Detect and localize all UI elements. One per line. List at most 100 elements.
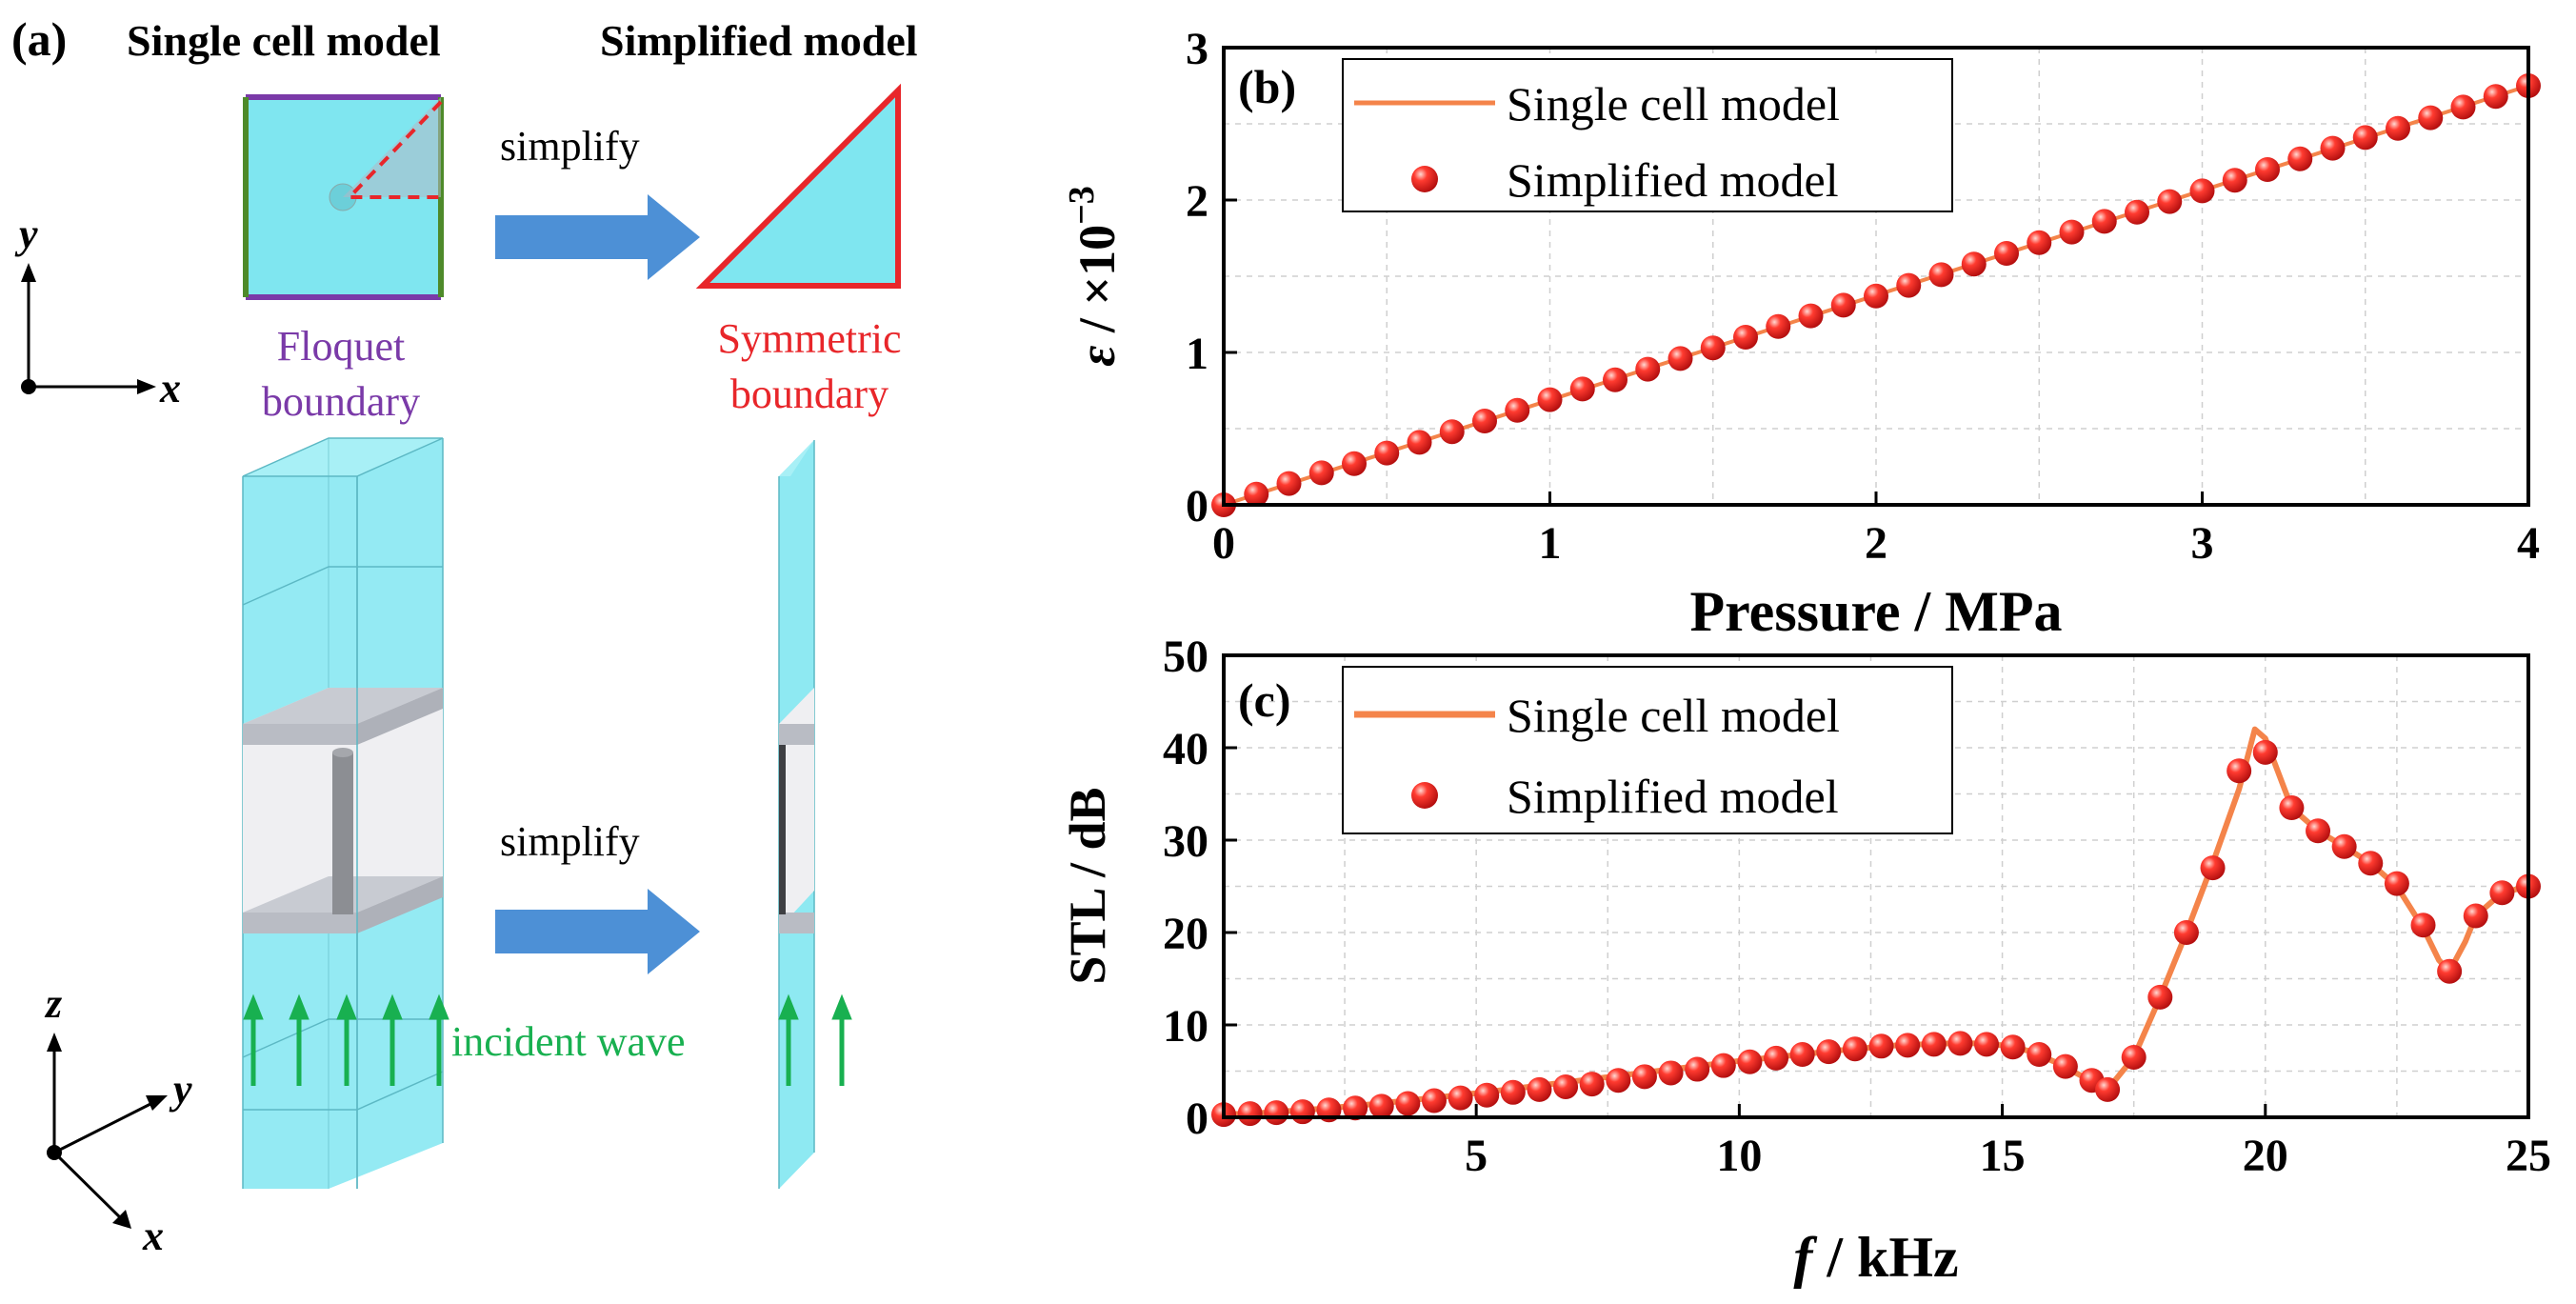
data-point [2386, 115, 2410, 141]
simplify-label-top: simplify [500, 123, 640, 170]
x-tick-label: 1 [1539, 518, 1562, 569]
data-point [1474, 1082, 1500, 1108]
data-point [1766, 313, 1791, 339]
x-tick-label: 25 [2506, 1131, 2551, 1181]
data-point [1276, 471, 1302, 496]
data-point [2279, 795, 2305, 821]
chart-b-legend-item-1: Single cell model [1507, 77, 1840, 130]
simplified-3d-model [778, 440, 815, 1189]
data-point [1308, 460, 1334, 486]
x-tick-label: 20 [2243, 1131, 2288, 1181]
chart-b-legend-item-2: Simplified model [1507, 153, 1839, 207]
data-point [1737, 1049, 1763, 1074]
y-tick-label: 40 [1163, 724, 1208, 774]
symmetric-label-line2: boundary [730, 371, 889, 417]
data-point [1500, 1079, 1526, 1105]
data-point [2437, 958, 2463, 984]
data-point [2352, 125, 2378, 150]
data-point [2320, 135, 2346, 161]
chart-c-xlabel: f / kHz [1793, 1226, 1958, 1289]
chart-b-legend: Single cell model Simplified model [1342, 58, 1953, 212]
data-point [1395, 1091, 1421, 1116]
simplify-label-bottom: simplify [500, 818, 640, 865]
x-tick-label: 2 [1865, 518, 1887, 569]
data-point [2000, 1034, 2026, 1060]
axis-z-label: z [44, 980, 62, 1027]
data-point [1921, 1032, 1947, 1057]
data-point [1368, 1093, 1394, 1119]
data-point [1342, 451, 1367, 476]
single-cell-title: Single cell model [127, 16, 441, 65]
data-point [1961, 251, 1987, 277]
data-point [1868, 1033, 1894, 1059]
data-point [1830, 292, 1856, 318]
chart-c-xlabel-unit: / kHz [1812, 1226, 1958, 1289]
data-point [2227, 758, 2252, 784]
data-point [2052, 1053, 2078, 1079]
data-point [1733, 325, 1758, 350]
x-tick-label: 4 [2517, 518, 2540, 569]
single-cell-3d-model [242, 437, 444, 1189]
data-point [1553, 1073, 1579, 1099]
chart-b: 0 1 2 3 4 0 1 2 3 (b) Single cell model Simplifi… [1062, 24, 2541, 643]
data-point [2200, 855, 2226, 881]
data-point [1798, 303, 1824, 329]
data-point [1789, 1042, 1815, 1068]
data-point [1631, 1064, 1657, 1090]
data-point [1895, 1033, 1921, 1058]
data-point [1421, 1088, 1447, 1113]
data-point [1537, 387, 1563, 412]
y-tick-label: 20 [1163, 909, 1208, 959]
data-point [1407, 430, 1432, 455]
chart-c-series [1211, 726, 2541, 1128]
y-tick-label: 10 [1163, 1001, 1208, 1052]
symmetric-label-line1: Symmetric [717, 315, 901, 362]
data-point [2121, 1044, 2147, 1070]
chart-b-ticks: 0 1 2 3 4 0 1 2 3 [1186, 24, 2540, 569]
chart-c-legend-marker-swatch [1411, 782, 1438, 809]
data-point [2384, 871, 2409, 896]
y-tick-label: 0 [1186, 1093, 1208, 1144]
data-point [1896, 272, 1922, 298]
y-tick-label: 30 [1163, 816, 1208, 867]
chart-b-xlabel: Pressure / MPa [1689, 580, 2062, 643]
data-point [1947, 1031, 1973, 1056]
chart-b-ylabel-unit: / ×10 [1068, 225, 1126, 346]
data-point [1667, 346, 1693, 371]
chart-b-ylabel-exp: −3 [1062, 186, 1102, 225]
data-point [1603, 367, 1627, 392]
chart-c-panel-label: (c) [1238, 673, 1291, 727]
data-point [1816, 1039, 1842, 1065]
data-point [1606, 1068, 1631, 1093]
x-tick-label: 0 [1212, 518, 1235, 569]
y-tick-label: 3 [1186, 24, 1208, 74]
y-tick-label: 1 [1186, 329, 1208, 379]
data-point [1264, 1100, 1289, 1126]
data-point [2125, 199, 2149, 225]
data-point [2222, 168, 2247, 193]
data-point [2189, 178, 2215, 204]
x-tick-label: 5 [1465, 1131, 1488, 1181]
chart-b-legend-marker-swatch [1411, 166, 1438, 192]
simplified-triangle [695, 83, 901, 289]
data-point [2418, 105, 2444, 130]
data-point [1994, 241, 2019, 266]
data-point [1527, 1076, 1552, 1102]
data-point [2095, 1076, 2121, 1102]
simplify-arrow-bottom [495, 889, 700, 974]
simplify-arrow-top [495, 194, 700, 280]
data-point [2483, 84, 2508, 110]
data-point [1472, 409, 1497, 433]
y-tick-label: 50 [1163, 632, 1208, 682]
data-point [1710, 1053, 1736, 1078]
floquet-label-line1: Floquet [277, 323, 405, 370]
data-point [2463, 903, 2488, 929]
chart-c-ylabel: STL / dB [1059, 787, 1116, 984]
chart-c-legend-item-2: Simplified model [1507, 770, 1839, 823]
data-point [1439, 419, 1465, 445]
data-point [1842, 1036, 1867, 1062]
chart-b-ylabel: ε / ×10−3 [1062, 186, 1126, 367]
simplified-title: Simplified model [600, 16, 918, 65]
data-point [1579, 1072, 1605, 1097]
data-point [1569, 376, 1595, 402]
